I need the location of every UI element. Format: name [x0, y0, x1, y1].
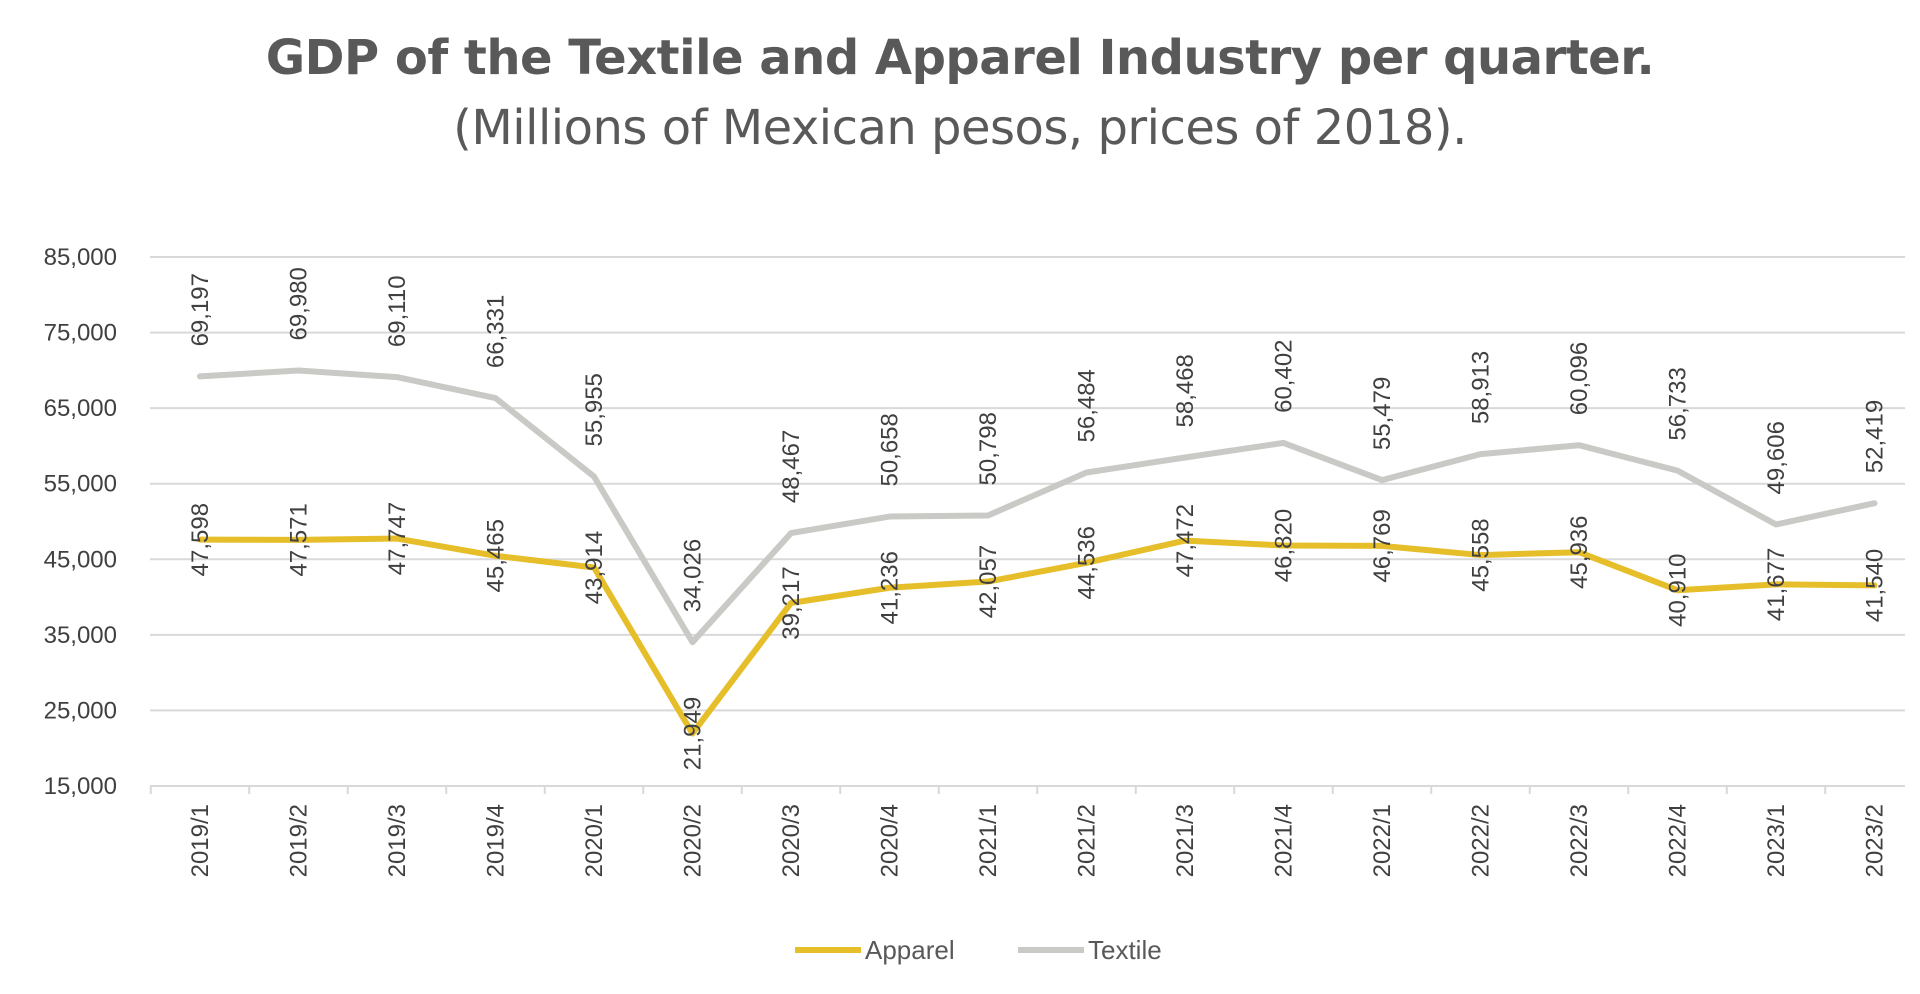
x-tick-label: 2022/4 — [1665, 804, 1692, 877]
x-tick-label: 2019/1 — [187, 804, 214, 877]
data-label-textile: 55,955 — [581, 373, 608, 446]
data-label-apparel: 46,769 — [1369, 509, 1396, 582]
series-line-textile — [197, 367, 1878, 646]
data-label-textile: 34,026 — [680, 539, 707, 612]
data-label-textile: 56,733 — [1665, 367, 1692, 440]
data-label-apparel: 41,540 — [1862, 549, 1889, 622]
legend-label-apparel: Apparel — [865, 935, 955, 965]
data-label-textile: 69,980 — [286, 267, 313, 340]
data-label-textile: 69,197 — [187, 273, 214, 346]
data-label-textile: 49,606 — [1763, 421, 1790, 494]
data-label-apparel: 47,747 — [384, 502, 411, 575]
y-tick-label: 35,000 — [44, 622, 117, 649]
x-tick-label: 2019/4 — [483, 804, 510, 877]
x-tick-label: 2022/1 — [1369, 804, 1396, 877]
x-tick-label: 2021/3 — [1172, 804, 1199, 877]
x-tick-label: 2023/2 — [1862, 804, 1889, 877]
x-tick-label: 2023/1 — [1763, 804, 1790, 877]
data-label-apparel: 44,536 — [1074, 526, 1101, 599]
data-label-textile: 55,479 — [1369, 377, 1396, 450]
series-lines — [197, 367, 1878, 737]
x-tick-label: 2021/1 — [975, 804, 1002, 877]
data-label-apparel: 43,914 — [581, 531, 608, 604]
data-label-apparel: 45,465 — [483, 519, 510, 592]
data-label-apparel: 46,820 — [1271, 509, 1298, 582]
data-label-apparel: 41,677 — [1763, 548, 1790, 621]
x-tick-label: 2020/2 — [680, 804, 707, 877]
y-tick-label: 75,000 — [44, 320, 117, 347]
x-tick-label: 2021/4 — [1271, 804, 1298, 877]
y-tick-label: 15,000 — [44, 773, 117, 800]
y-tick-label: 85,000 — [44, 244, 117, 271]
y-tick-label: 55,000 — [44, 471, 117, 498]
data-label-textile: 69,110 — [384, 275, 411, 347]
y-tick-label: 65,000 — [44, 395, 117, 422]
data-label-textile: 66,331 — [483, 295, 510, 368]
y-tick-label: 45,000 — [44, 546, 117, 573]
series-line-apparel — [197, 535, 1878, 737]
data-label-apparel: 21,949 — [680, 697, 707, 770]
data-label-apparel: 47,598 — [187, 503, 214, 576]
data-label-apparel: 39,217 — [778, 566, 805, 639]
x-tick-label: 2020/1 — [581, 804, 608, 877]
legend: Apparel Textile — [795, 935, 1162, 965]
data-label-textile: 60,402 — [1271, 339, 1298, 412]
data-label-apparel: 47,472 — [1172, 504, 1199, 577]
data-label-apparel: 45,558 — [1468, 518, 1495, 591]
x-tick-label: 2022/2 — [1468, 804, 1495, 877]
x-tick-label: 2022/3 — [1566, 804, 1593, 877]
data-label-textile: 50,798 — [975, 412, 1002, 485]
chart-title: GDP of the Textile and Apparel Industry … — [265, 30, 1655, 86]
axes: 15,000 25,000 35,000 45,000 55,000 65,000 75,0… — [44, 244, 1889, 877]
data-label-textile: 60,096 — [1566, 342, 1593, 415]
data-label-apparel: 42,057 — [975, 545, 1002, 618]
data-label-apparel: 47,571 — [286, 503, 313, 576]
x-tick-label: 2019/2 — [286, 804, 313, 877]
legend-label-textile: Textile — [1088, 935, 1162, 965]
data-label-textile: 58,468 — [1172, 354, 1199, 427]
data-label-apparel: 41,236 — [877, 551, 904, 624]
data-labels: 47,598 47,571 47,747 45,465 43,914 21,949 39,2… — [187, 267, 1889, 770]
gridlines — [150, 256, 1905, 787]
y-tick-label: 25,000 — [44, 697, 117, 724]
chart-subtitle: (Millions of Mexican pesos, prices of 20… — [453, 100, 1467, 156]
data-label-textile: 48,467 — [778, 430, 805, 503]
data-label-apparel: 40,910 — [1665, 553, 1692, 626]
data-label-textile: 56,484 — [1074, 369, 1101, 442]
data-label-textile: 52,419 — [1862, 400, 1889, 473]
x-tick-label: 2020/3 — [778, 804, 805, 877]
data-label-textile: 50,658 — [877, 413, 904, 486]
data-label-textile: 58,913 — [1468, 351, 1495, 424]
x-tick-label: 2019/3 — [384, 804, 411, 877]
x-tick-label: 2021/2 — [1074, 804, 1101, 877]
x-tick-label: 2020/4 — [877, 804, 904, 877]
data-label-apparel: 45,936 — [1566, 516, 1593, 589]
